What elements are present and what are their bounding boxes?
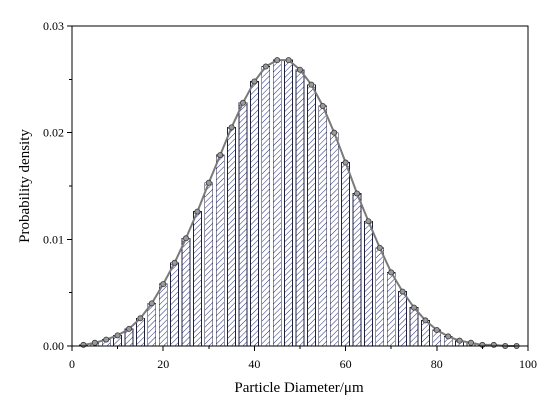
bar: [170, 262, 179, 347]
bar: [386, 271, 396, 347]
bar: [181, 237, 191, 347]
curve-point: [410, 304, 417, 311]
curve-point: [331, 129, 338, 136]
curve-point: [262, 63, 269, 70]
curve-point: [205, 179, 212, 186]
bar: [158, 283, 168, 347]
bar: [261, 66, 271, 347]
curve-point: [160, 281, 167, 288]
bar: [136, 317, 145, 347]
curve-point: [467, 339, 474, 346]
bar: [295, 69, 305, 347]
curve-point: [171, 259, 178, 266]
bar: [329, 132, 339, 347]
y-tick-label: 0.03: [43, 19, 64, 33]
y-tick-label: 0.00: [43, 339, 64, 353]
bar: [352, 193, 362, 347]
x-axis-title: Particle Diameter/μm: [234, 380, 364, 396]
labels-layer: Particle Diameter/μm Probability density: [17, 129, 364, 396]
y-axis-title: Probability density: [17, 129, 33, 243]
curve-point: [388, 269, 395, 276]
bar: [421, 319, 430, 347]
bar: [284, 59, 293, 347]
bar: [409, 307, 419, 347]
bar: [398, 291, 407, 347]
bar: [272, 59, 282, 347]
bar: [341, 162, 350, 347]
curve-point: [103, 336, 110, 343]
x-tick-label: 40: [248, 357, 260, 371]
curve-point: [456, 337, 463, 344]
curve-point: [445, 333, 452, 340]
x-tick-label: 100: [519, 357, 537, 371]
curve-layer: [80, 57, 520, 349]
curve-point: [490, 341, 497, 348]
curve-point: [80, 341, 87, 348]
x-tick-label: 80: [431, 357, 443, 371]
curve-point: [114, 332, 121, 339]
curve-point: [194, 208, 201, 215]
bar: [204, 182, 214, 347]
curve-point: [308, 81, 315, 88]
curve-point: [342, 159, 349, 166]
curve-point: [126, 325, 133, 332]
curve-point: [274, 57, 281, 64]
bar: [227, 126, 236, 347]
curve-point: [182, 235, 189, 242]
curve-point: [148, 300, 155, 307]
curve-point: [137, 315, 144, 322]
y-tick-label: 0.02: [43, 126, 64, 140]
x-tick-label: 20: [157, 357, 169, 371]
curve-point: [296, 66, 303, 73]
x-tick-label: 0: [69, 357, 75, 371]
curve-point: [353, 190, 360, 197]
bar: [215, 154, 225, 347]
y-tick-label: 0.01: [43, 232, 64, 246]
bar: [318, 105, 328, 347]
curve-point: [365, 218, 372, 225]
bar: [238, 102, 248, 347]
curve-point: [433, 326, 440, 333]
bar: [193, 211, 202, 347]
curve-point: [319, 103, 326, 110]
bar: [250, 81, 259, 347]
ticks-layer: 0 20 40 60 80 100 0.00 0.01 0.02 0.03: [43, 19, 537, 371]
curve-point: [239, 99, 246, 106]
bars-layer: [79, 59, 499, 347]
curve-point: [217, 152, 224, 159]
bar: [375, 247, 385, 347]
bar: [364, 220, 373, 347]
bar: [307, 84, 316, 347]
x-tick-label: 60: [340, 357, 352, 371]
curve-point: [91, 339, 98, 346]
curve-point: [251, 78, 258, 85]
curve-point: [376, 244, 383, 251]
bar: [147, 302, 157, 347]
curve-point: [399, 288, 406, 295]
curve-point: [285, 57, 292, 64]
curve-point: [422, 317, 429, 324]
curve-point: [228, 124, 235, 131]
